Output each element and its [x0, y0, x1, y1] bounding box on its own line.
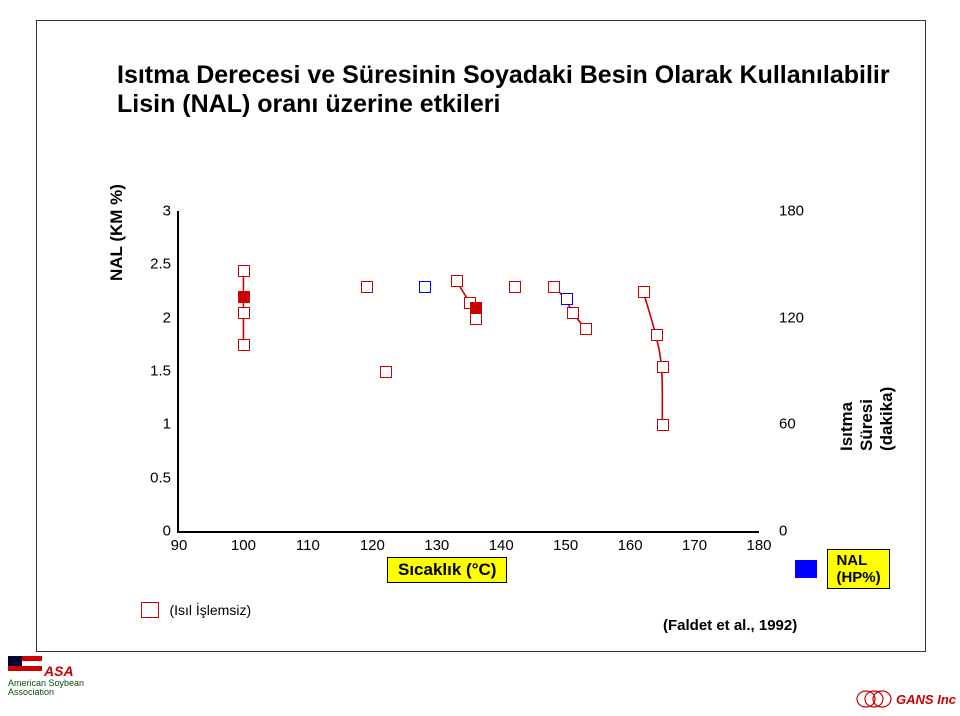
nal-key-swatch	[795, 560, 817, 578]
legend-swatch-open	[141, 602, 159, 618]
logo-asa: ASA American Soybean Association	[8, 656, 84, 698]
asa-line3: Association	[8, 687, 54, 697]
data-point	[238, 339, 250, 351]
flag-icon	[8, 656, 42, 676]
data-point	[238, 307, 250, 319]
y2-axis-label: Isıtma Süresi (dakika)	[837, 387, 897, 451]
legend-label: (Isıl İşlemsiz)	[169, 602, 251, 618]
x-axis-label: Sıcaklık (°C)	[387, 557, 507, 583]
slide: { "title": { "text": "Isıtma Derecesi ve…	[0, 0, 960, 716]
data-point	[238, 291, 250, 303]
data-point	[548, 281, 560, 293]
data-point	[567, 307, 579, 319]
data-point	[238, 265, 250, 277]
data-point	[580, 323, 592, 335]
data-point	[561, 293, 573, 305]
data-point	[419, 281, 431, 293]
data-point	[380, 366, 392, 378]
logo-gans: GANS Inc	[854, 689, 956, 712]
legend: (Isıl İşlemsiz)	[141, 601, 251, 619]
citation: (Faldet et al., 1992)	[663, 617, 797, 634]
chart: NAL (KM %) Isıtma Süresi (dakika) 00.511…	[117, 191, 887, 611]
data-point	[651, 329, 663, 341]
series-lines	[179, 211, 759, 531]
data-point	[657, 361, 669, 373]
rings-icon	[854, 689, 894, 712]
y-axis-label: NAL (KM %)	[107, 184, 127, 281]
data-point	[451, 275, 463, 287]
gans-text: GANS Inc	[896, 692, 956, 707]
nal-key: NAL(HP%)	[795, 549, 890, 589]
plot-area: 00.511.522.53060120180901001101201301401…	[177, 211, 759, 533]
data-point	[509, 281, 521, 293]
data-point	[657, 419, 669, 431]
nal-key-label: NAL(HP%)	[827, 549, 889, 589]
data-point	[470, 313, 482, 325]
slide-frame: Isıtma Derecesi ve Süresinin Soyadaki Be…	[36, 20, 926, 652]
slide-title: Isıtma Derecesi ve Süresinin Soyadaki Be…	[117, 61, 897, 119]
data-point	[638, 286, 650, 298]
data-point	[361, 281, 373, 293]
